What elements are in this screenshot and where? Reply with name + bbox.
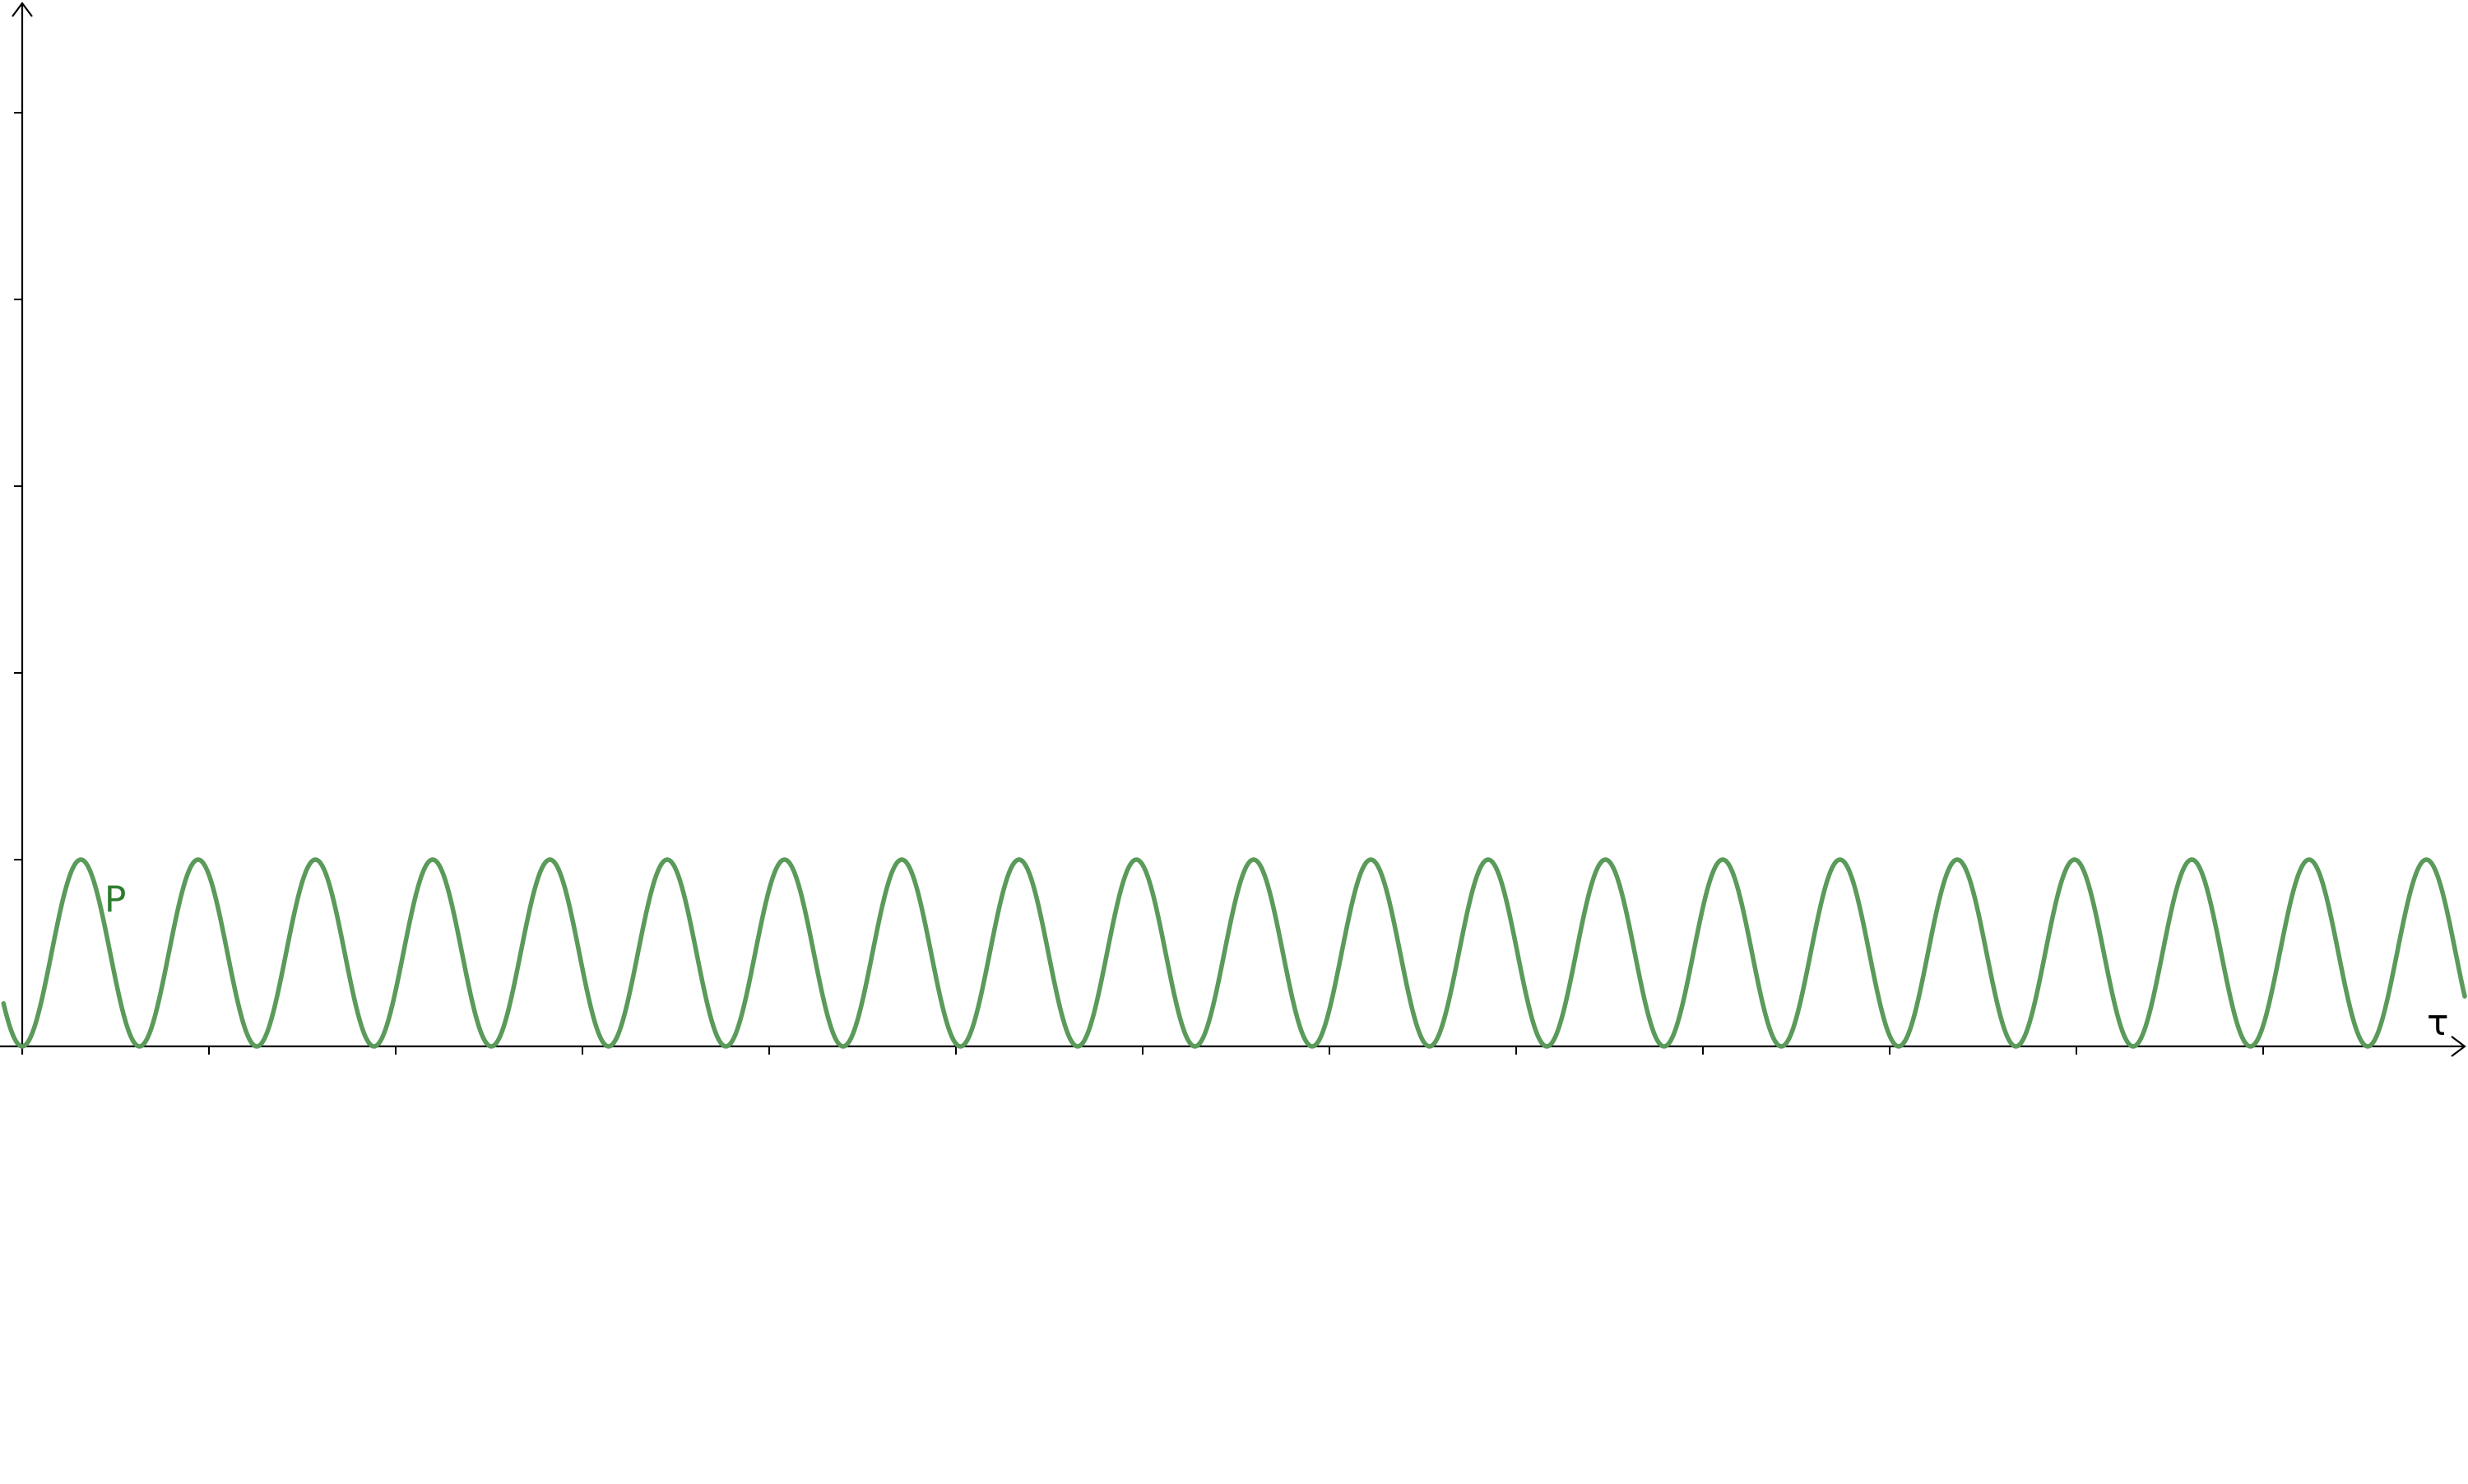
- ticks: [14, 112, 2264, 1055]
- y-axis-arrow: [12, 2, 33, 17]
- x-axis-label: τ: [2427, 1002, 2449, 1044]
- series-line-p: [1, 857, 2467, 1049]
- axes: [0, 2, 2466, 1057]
- x-axis-arrow: [2451, 1036, 2466, 1057]
- series-label-p: P: [104, 879, 127, 921]
